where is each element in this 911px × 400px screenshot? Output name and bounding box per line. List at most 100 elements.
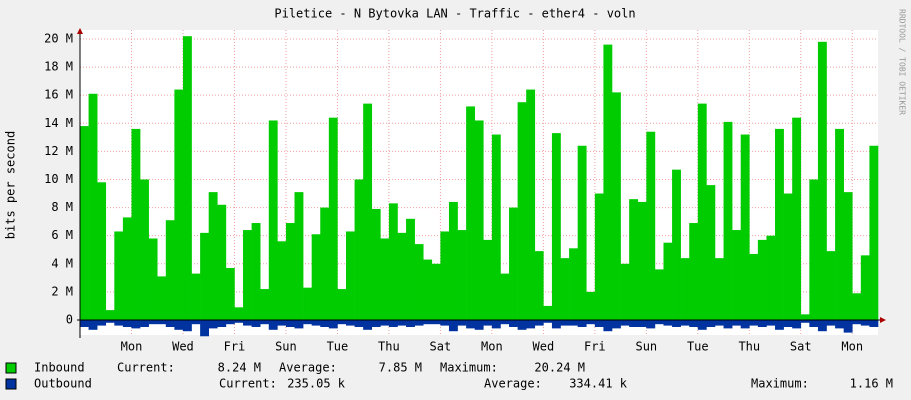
bar	[672, 169, 681, 320]
bar	[423, 259, 433, 320]
x-tick-label: Wed	[172, 340, 194, 354]
legend-stat-value: 7.85 M	[379, 361, 422, 375]
bar	[723, 319, 733, 329]
bar	[817, 319, 827, 332]
legend-stat-label: Current:	[117, 361, 175, 375]
bar	[423, 319, 433, 325]
bar	[448, 319, 458, 332]
y-tick-label: 12 M	[44, 144, 73, 158]
x-tick-label: Mon	[841, 340, 863, 354]
bar	[80, 126, 89, 320]
bar	[414, 244, 424, 320]
bar	[285, 223, 295, 320]
x-tick-label: Tue	[687, 340, 709, 354]
bar	[612, 319, 621, 329]
bar	[620, 319, 630, 326]
bar	[809, 319, 819, 327]
bar	[157, 319, 167, 325]
bar	[654, 319, 664, 325]
bar	[148, 238, 158, 320]
bar	[371, 208, 381, 320]
bar	[294, 192, 304, 320]
bar	[852, 293, 862, 320]
bar	[88, 93, 98, 320]
bar	[835, 319, 844, 329]
bar	[303, 319, 312, 325]
bar	[543, 305, 553, 320]
bar	[337, 289, 347, 320]
bar	[311, 319, 321, 326]
bar	[646, 319, 656, 329]
bar	[663, 242, 673, 320]
bar	[131, 319, 141, 329]
bar	[328, 319, 338, 329]
bar	[363, 319, 373, 330]
legend-stat-label: Maximum:	[751, 377, 809, 391]
bar	[217, 319, 227, 327]
bar	[448, 201, 458, 320]
bar	[766, 319, 776, 326]
legend-stat-value: 20.24 M	[534, 361, 585, 375]
y-tick-label: 14 M	[44, 116, 73, 130]
x-tick-label: Sat	[430, 340, 452, 354]
bar	[354, 319, 364, 327]
y-tick-label: 2 M	[51, 284, 73, 298]
bar	[397, 319, 407, 326]
bar	[182, 36, 192, 320]
bar	[208, 192, 218, 320]
bar	[200, 319, 210, 337]
bar	[860, 255, 870, 320]
bar	[225, 267, 235, 320]
x-tick-label: Wed	[533, 340, 555, 354]
bar	[243, 319, 252, 326]
bar	[182, 319, 192, 332]
bar	[680, 258, 690, 320]
bar	[757, 319, 767, 327]
bar	[732, 319, 742, 326]
x-tick-label: Mon	[481, 340, 503, 354]
bar	[328, 117, 338, 320]
y-tick-label: 8 M	[51, 200, 73, 214]
bar	[835, 128, 844, 320]
bar	[594, 193, 604, 320]
bar	[612, 92, 621, 320]
bar	[577, 319, 587, 327]
bar	[697, 319, 707, 330]
bar	[440, 319, 450, 326]
bar	[860, 319, 870, 326]
bar	[311, 234, 321, 320]
bar	[431, 263, 441, 320]
bar	[140, 319, 149, 327]
bar	[457, 319, 467, 326]
bar	[757, 239, 767, 320]
bar	[440, 231, 450, 320]
bar	[414, 319, 424, 326]
legend-stat-label: Current:	[219, 377, 277, 391]
bar	[474, 319, 484, 330]
y-tick-label: 10 M	[44, 172, 73, 186]
bar	[766, 235, 776, 320]
bar	[354, 179, 364, 320]
bar	[483, 239, 493, 320]
bar	[268, 319, 278, 330]
bar	[157, 276, 167, 320]
bar	[251, 223, 261, 320]
x-tick-label: Fri	[224, 340, 246, 354]
bar	[191, 319, 201, 325]
bar	[491, 134, 501, 320]
bar	[697, 103, 707, 320]
bar	[97, 182, 107, 320]
legend-stat-value: 235.05 k	[287, 377, 346, 391]
legend-stat-label: Maximum:	[440, 361, 498, 375]
legend-stat-value: 334.41 k	[569, 377, 628, 391]
bar	[388, 319, 398, 327]
bar	[852, 319, 862, 325]
legend-label: Outbound	[34, 377, 92, 391]
y-tick-label: 18 M	[44, 60, 73, 74]
bar	[114, 319, 124, 326]
bar	[406, 218, 415, 320]
bar	[105, 310, 115, 320]
bar	[208, 319, 218, 329]
x-tick-label: Sun	[635, 340, 657, 354]
x-tick-label: Thu	[378, 340, 400, 354]
